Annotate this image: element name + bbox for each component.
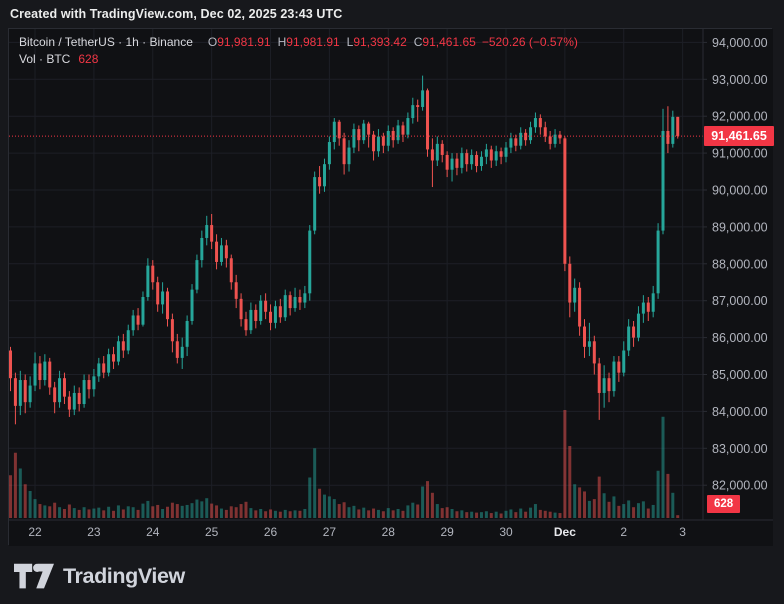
time-tick-label: 28 [382,525,396,539]
symbol-title: Bitcoin / TetherUS · 1h · Binance [19,35,193,49]
ohlc-open-value: 91,981.91 [217,35,271,49]
price-change: −520.26 (−0.57%) [481,35,578,49]
time-tick-label: 29 [440,525,454,539]
price-tick-label: 88,000.00 [712,257,768,271]
time-tick-label: 23 [87,525,101,539]
price-tick-label: 84,000.00 [712,405,768,419]
time-tick-label: 30 [499,525,513,539]
chart-widget: 94,000.00 93,000.00 92,000.00 91,000.00 90,0… [8,28,774,546]
tradingview-logo[interactable]: TradingView [14,563,185,590]
price-tick-label: 85,000.00 [712,368,768,382]
tradingview-logo-icon [14,563,54,589]
time-tick-label: 27 [323,525,337,539]
candlestick-chart[interactable]: 94,000.00 93,000.00 92,000.00 91,000.00 90,0… [9,29,773,546]
time-tick-label: 22 [28,525,42,539]
chart-legend: Bitcoin / TetherUS · 1h · Binance O91,981… [19,34,578,68]
legend-line-1: Bitcoin / TetherUS · 1h · Binance O91,981… [19,34,578,51]
price-tick-label: 93,000.00 [712,73,768,87]
ohlc-close-value: 91,461.65 [422,35,476,49]
legend-line-2: Vol · BTC 628 [19,51,578,68]
time-axis[interactable]: 22 23 24 25 26 27 28 29 30 Dec 2 3 [28,525,686,539]
price-tick-label: 90,000.00 [712,184,768,198]
watermark-text: Created with TradingView.com, Dec 02, 20… [10,7,343,21]
time-tick-label: 3 [679,525,686,539]
price-tick-label: 92,000.00 [712,110,768,124]
price-tick-label: 82,000.00 [712,479,768,493]
price-tick-label: 86,000.00 [712,331,768,345]
price-tick-label: 87,000.00 [712,294,768,308]
candles-series [9,75,680,425]
volume-label: Vol · BTC [19,52,71,66]
ohlc-low-key: L [346,35,354,49]
ohlc-open-key: O [207,35,218,49]
ohlc-high-value: 91,981.91 [286,35,340,49]
ohlc-close-key: C [413,35,423,49]
volume-value: 628 [78,52,99,66]
tradingview-logo-text: TradingView [63,564,185,588]
volume-axis-badge: 628 [707,495,741,513]
ohlc-low-value: 91,393.42 [353,35,407,49]
price-tick-label: 94,000.00 [712,36,768,50]
volume-bars [9,410,680,518]
time-tick-label: Dec [554,525,576,539]
time-tick-label: 25 [205,525,219,539]
last-price-label: 91,461.65 [704,126,774,146]
ohlc-high-key: H [277,35,287,49]
time-tick-label: 2 [620,525,627,539]
time-tick-label: 26 [264,525,278,539]
price-tick-label: 83,000.00 [712,442,768,456]
price-tick-label: 91,000.00 [712,147,768,161]
time-tick-label: 24 [146,525,160,539]
price-tick-label: 89,000.00 [712,220,768,234]
gridlines [9,29,703,520]
price-axis[interactable]: 94,000.00 93,000.00 92,000.00 91,000.00 90,0… [703,36,768,493]
